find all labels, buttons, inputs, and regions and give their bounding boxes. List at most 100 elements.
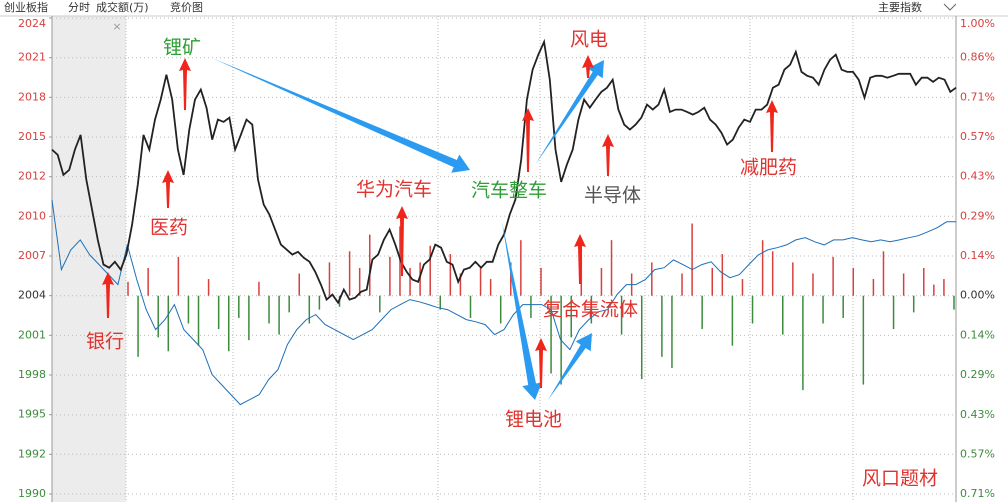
volume-bar <box>751 295 754 324</box>
volume-bar <box>771 251 774 296</box>
volume-bar <box>499 295 502 324</box>
volume-bar <box>661 295 663 357</box>
index-button[interactable]: 主要指数 <box>878 0 922 14</box>
volume-bar <box>651 262 653 296</box>
volume-bar <box>590 295 593 324</box>
volume-bar <box>217 295 220 330</box>
annotation: 汽车整车 <box>471 180 547 202</box>
annotation: 风电 <box>570 29 608 51</box>
blue-arrow <box>212 58 470 173</box>
volume-bar <box>369 234 371 296</box>
volume-bar <box>227 295 230 352</box>
volume-bar <box>197 295 200 346</box>
volume-bar <box>459 273 462 296</box>
annotation: 医药 <box>150 217 188 239</box>
y-tick-label: 0.29% <box>960 209 995 222</box>
y-tick-label: 1.00% <box>960 17 995 30</box>
red-arrow <box>535 338 547 388</box>
plot: 1.00% 0.86% 0.71% 0.57% 0.43% 0.29% 0.14% 0.00%… <box>18 16 995 502</box>
series-line <box>51 38 957 305</box>
header-title: 创业板指 <box>4 0 48 14</box>
y-tick-label: 0.71% <box>960 487 995 500</box>
y2-tick-label: 2015 <box>18 130 46 143</box>
volume-bar <box>429 245 431 296</box>
volume-bar <box>852 267 855 296</box>
red-arrow <box>522 108 534 172</box>
auction-area <box>52 16 126 502</box>
volume-bar <box>409 267 411 296</box>
volume-bar <box>812 273 814 296</box>
red-arrow <box>162 170 174 208</box>
volume-bar <box>892 295 895 330</box>
volume-bar <box>822 295 824 324</box>
volume-bar <box>600 267 603 296</box>
volume-bar <box>288 295 290 313</box>
volume-bar <box>620 295 623 335</box>
volume-bar <box>489 279 492 296</box>
red-arrow <box>396 206 408 276</box>
annotation: 半导体 <box>584 185 641 207</box>
volume-bar <box>943 279 945 296</box>
y-tick-label: 0.43% <box>960 170 995 183</box>
volume-bar <box>862 295 865 385</box>
volume-bar <box>550 295 552 374</box>
volume-bar <box>439 295 442 310</box>
volume-bar <box>520 240 522 296</box>
volume-bar <box>761 240 764 296</box>
y-tick-label: 0.57% <box>960 130 995 143</box>
y2-tick-label: 2001 <box>18 328 46 341</box>
header-tab[interactable]: 成交额(万) <box>96 0 149 14</box>
header-tab[interactable]: 竞价图 <box>170 0 203 14</box>
annotation: 锂矿 <box>163 37 201 59</box>
volume-bar <box>177 256 180 296</box>
header-tab[interactable]: 分时 <box>68 1 90 14</box>
y2-tick-label: 1990 <box>18 487 46 500</box>
annotation: 复合集流体 <box>543 299 638 321</box>
volume-bar <box>701 295 703 330</box>
dropdown-icon[interactable] <box>943 3 957 11</box>
red-arrow <box>582 55 594 78</box>
volume-bar <box>318 295 321 310</box>
close-button[interactable]: × <box>112 20 121 33</box>
y2-tick-label: 2012 <box>18 170 46 183</box>
volume-bar <box>731 295 734 346</box>
y-tick-label: 0.43% <box>960 408 995 421</box>
volume-bar <box>238 295 240 318</box>
annotation: 银行 <box>86 331 124 353</box>
y-tick-label: 0.00% <box>960 289 995 302</box>
volume-bar <box>782 295 784 335</box>
y2-tick-label: 1992 <box>18 447 46 460</box>
volume-bar <box>328 262 331 296</box>
volume-bar <box>419 262 421 296</box>
volume-bar <box>671 295 673 368</box>
volume-bar <box>842 295 844 318</box>
y-tick-label: 0.86% <box>960 51 995 64</box>
volume-bar <box>640 295 643 380</box>
volume-bar <box>308 295 311 324</box>
y-tick-label: 0.57% <box>960 447 995 460</box>
red-arrow <box>602 134 614 176</box>
volume-bar <box>207 279 210 296</box>
volume-bar <box>137 295 139 357</box>
volume-bar <box>358 267 361 296</box>
y-tick-label: 0.71% <box>960 90 995 103</box>
volume-bar <box>157 295 159 338</box>
volume-bar <box>953 295 955 310</box>
volume-bar <box>540 267 542 296</box>
y2-tick-label: 1998 <box>18 368 46 381</box>
volume-bar <box>348 251 351 296</box>
volume-bar <box>258 281 260 296</box>
volume-bar <box>570 295 572 338</box>
volume-bar <box>610 240 613 296</box>
volume-bar <box>802 295 804 391</box>
volume-bar <box>187 295 190 324</box>
y2-tick-label: 1995 <box>18 408 46 421</box>
volume-bar <box>792 262 794 296</box>
volume-bar <box>681 273 683 296</box>
volume-bar <box>469 295 472 318</box>
volume-bar <box>298 273 300 296</box>
red-arrow <box>766 100 778 152</box>
red-arrow <box>179 58 191 110</box>
